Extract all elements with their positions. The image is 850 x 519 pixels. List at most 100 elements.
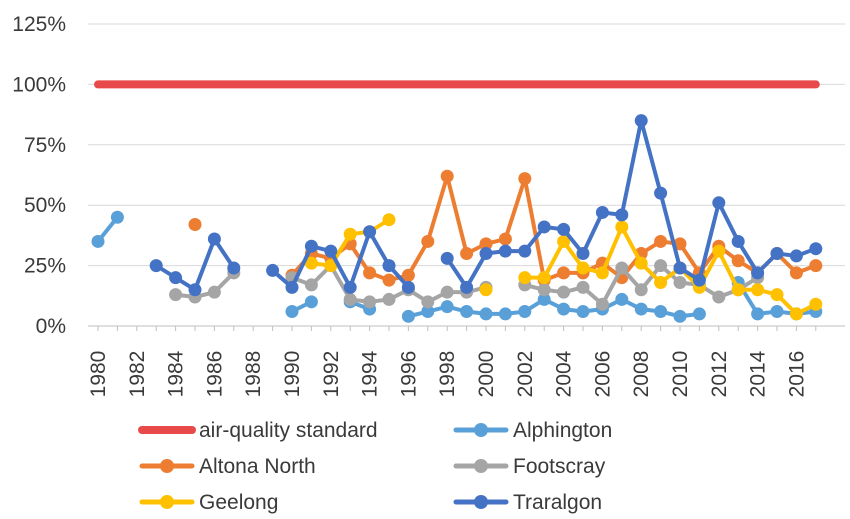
x-tick-label: 1998 <box>436 351 459 398</box>
data-point <box>557 285 571 299</box>
series-line <box>522 224 818 316</box>
data-point <box>401 268 415 282</box>
x-tick-label: 1994 <box>359 350 382 397</box>
data-point <box>557 222 571 236</box>
data-point <box>634 256 648 270</box>
data-point <box>789 249 803 263</box>
data-point <box>654 259 668 273</box>
data-point <box>634 114 648 128</box>
data-point <box>634 283 648 297</box>
data-point <box>518 172 532 186</box>
y-tick-label: 25% <box>24 255 66 278</box>
data-point <box>712 290 726 304</box>
data-point <box>537 292 551 306</box>
data-point <box>421 295 435 309</box>
data-point <box>479 237 493 251</box>
legend-label: Altona North <box>199 455 316 478</box>
x-tick-label: 2008 <box>630 351 653 398</box>
data-point <box>401 309 415 323</box>
data-point <box>654 186 668 200</box>
data-point <box>615 208 629 222</box>
x-tick-label: 1996 <box>397 351 420 398</box>
data-point <box>615 261 629 275</box>
x-tick-label: 2012 <box>708 351 731 398</box>
y-tick-label: 50% <box>24 194 66 217</box>
data-point <box>440 285 454 299</box>
data-point <box>266 263 280 277</box>
x-tick-label: 1986 <box>203 351 226 398</box>
series-group <box>91 80 823 323</box>
x-tick-label: 2002 <box>514 351 537 398</box>
axes: 0% 25% 50% 75% 100% 125% 1980 1982 1984 1986 1988 1… <box>12 13 845 397</box>
data-point <box>285 305 299 319</box>
data-point <box>809 259 823 273</box>
data-point <box>789 307 803 321</box>
data-point <box>440 251 454 265</box>
x-tick-label: 2000 <box>475 351 498 398</box>
data-point <box>363 295 377 309</box>
data-point <box>91 234 105 248</box>
data-point <box>304 256 318 270</box>
data-point <box>460 305 474 319</box>
data-point <box>654 276 668 290</box>
x-tick-label: 2014 <box>747 350 770 397</box>
data-point <box>615 292 629 306</box>
data-point <box>363 266 377 280</box>
data-point <box>382 273 396 287</box>
data-point <box>304 278 318 292</box>
data-point <box>498 307 512 321</box>
legend-item: air-quality standard <box>138 419 378 442</box>
x-tick-label: 1988 <box>242 351 265 398</box>
data-point <box>751 266 765 280</box>
x-tick-label: 2004 <box>553 350 576 397</box>
data-point <box>576 247 590 261</box>
data-point <box>731 254 745 268</box>
legend-item: Footscray <box>453 455 606 478</box>
data-point <box>382 292 396 306</box>
data-point <box>479 247 493 261</box>
data-point <box>557 266 571 280</box>
legend-marker <box>474 459 488 473</box>
legend-item: Traralgon <box>453 491 602 514</box>
x-tick-label: 2016 <box>785 351 808 398</box>
data-point <box>751 283 765 297</box>
data-point <box>324 244 338 258</box>
series-line <box>290 174 818 283</box>
data-point <box>770 288 784 302</box>
data-point <box>518 305 532 319</box>
x-tick-label: 2006 <box>591 351 614 398</box>
legend-marker <box>160 495 174 509</box>
data-point <box>615 220 629 234</box>
data-point <box>169 288 183 302</box>
series-line <box>406 297 702 319</box>
data-point <box>809 297 823 311</box>
data-point <box>460 247 474 261</box>
data-point <box>770 305 784 319</box>
x-tick-label: 1992 <box>320 351 343 398</box>
x-tick-label: 1980 <box>87 351 110 398</box>
data-point <box>207 232 221 246</box>
data-point <box>537 283 551 297</box>
data-point <box>460 280 474 294</box>
y-tick-label: 100% <box>12 73 66 96</box>
data-point <box>789 266 803 280</box>
data-point <box>595 266 609 280</box>
legend-marker <box>474 423 488 437</box>
x-tick-label: 1982 <box>126 351 149 398</box>
data-point <box>692 307 706 321</box>
legend: air-quality standard Alphington Altona Nor… <box>138 419 612 514</box>
data-point <box>188 218 202 232</box>
data-point <box>634 302 648 316</box>
data-point <box>479 283 493 297</box>
data-point <box>440 300 454 314</box>
data-point <box>692 273 706 287</box>
data-point <box>382 259 396 273</box>
data-point <box>673 261 687 275</box>
data-point <box>654 305 668 319</box>
series-traralgon <box>149 114 823 297</box>
data-point <box>304 239 318 253</box>
y-tick-label: 125% <box>12 13 66 36</box>
data-point <box>751 307 765 321</box>
